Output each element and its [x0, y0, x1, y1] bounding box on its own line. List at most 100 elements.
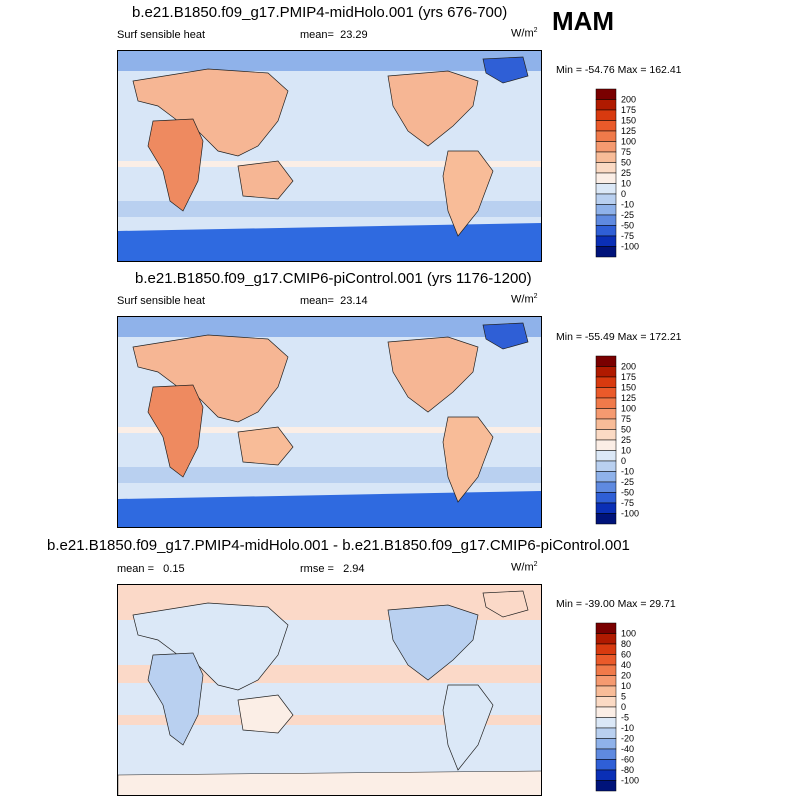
- panel1-colorbar-tick-label: 150: [621, 116, 636, 126]
- panel1-colorbar-tick-label: 200: [621, 95, 636, 105]
- panel1-colorbar-box: [595, 193, 617, 205]
- panel1-antarctica: [118, 223, 541, 261]
- panel1-colorbar-tick-label: -75: [621, 231, 634, 241]
- panel1-africa: [147, 118, 204, 212]
- panel2-colorbar-tick-label: 100: [621, 404, 636, 414]
- panel2-colorbar-tick-label: 200: [621, 362, 636, 372]
- panel1-colorbar-tick-label: 50: [621, 158, 631, 168]
- panel1-colorbar-tick-label: -50: [621, 221, 634, 231]
- panel3-colorbar-tick-label: 10: [621, 681, 631, 691]
- panel3-colorbar-tick-label: 100: [621, 629, 636, 639]
- panel2-colorbar-tick-label: 75: [621, 414, 631, 424]
- panel1-colorbar-tick-label: 0: [621, 189, 626, 199]
- panel3-colorbar-box: [595, 633, 617, 645]
- panel3-colorbar-tick-label: 5: [621, 692, 626, 702]
- panel3-units-exp: 2: [533, 561, 538, 568]
- panel1-mean-value: 23.29: [340, 29, 368, 41]
- panel1-colorbar-tick-label: 125: [621, 126, 636, 136]
- panel1-title: b.e21.B1850.f09_g17.PMIP4-midHolo.001 (y…: [132, 4, 508, 21]
- panel3-colorbar-box: [595, 664, 617, 676]
- panel3-colorbar-box: [595, 675, 617, 687]
- panel2-colorbar-tick-label: -50: [621, 488, 634, 498]
- panel1-colorbar-tick-label: -100: [621, 242, 639, 252]
- panel3-title: b.e21.B1850.f09_g17.PMIP4-midHolo.001 - …: [47, 537, 630, 554]
- panel1-south-america: [442, 150, 494, 237]
- panel2-colorbar-tick-label: -100: [621, 509, 639, 519]
- panel1-australia: [237, 160, 294, 200]
- panel3-south-band: [118, 715, 541, 725]
- panel1-arctic-band: [118, 51, 541, 71]
- panel3-colorbar: 100 80 60 40 20 10 5 0 -5 -10 -20 -40 -60 -80 -100: [595, 622, 639, 793]
- panel3-colorbar-box: [595, 769, 617, 781]
- panel2-mean-value: 23.14: [340, 295, 368, 307]
- panel2-colorbar-box: [595, 366, 617, 378]
- panel3-colorbar-tick-label: 80: [621, 639, 631, 649]
- panel3-colorbar-box: [595, 727, 617, 739]
- panel3-rmse-label: rmse =: [300, 563, 334, 575]
- panel1-variable: Surf sensible heat: [117, 29, 206, 41]
- panel3-colorbar-tick-label: -10: [621, 723, 634, 733]
- panel3-eurasia: [132, 602, 289, 691]
- panel2-north-america: [387, 336, 479, 413]
- panel3-colorbar-box: [595, 748, 617, 760]
- panel3-colorbar-box: [595, 643, 617, 655]
- panel1-colorbar-box: [595, 225, 617, 237]
- panel3-colorbar-box: [595, 759, 617, 771]
- panel3-colorbar-box: [595, 622, 617, 634]
- panel3-map-svg: [118, 585, 541, 795]
- panel1-colorbar-box: [595, 235, 617, 247]
- panel2-variable: Surf sensible heat: [117, 295, 206, 307]
- panel3-antarctica: [118, 770, 541, 795]
- panel2-colorbar-tick-label: -10: [621, 467, 634, 477]
- panel1-mean-label: mean=: [300, 29, 334, 41]
- panel1-south-band: [118, 201, 541, 217]
- panel1-colorbar-box: [595, 151, 617, 163]
- panel2-mean: mean= 23.14: [300, 295, 368, 307]
- panel2-colorbar-box: [595, 502, 617, 514]
- panel3-south-america: [442, 684, 494, 771]
- panel1-eurasia: [132, 68, 289, 157]
- panel2-colorbar-tick-label: 175: [621, 372, 636, 382]
- panel3-mean-label: mean =: [117, 563, 154, 575]
- panel1-colorbar-box: [595, 120, 617, 132]
- panel1-greenland: [482, 56, 529, 84]
- panel2-south-america: [442, 416, 494, 503]
- panel2-colorbar-box: [595, 376, 617, 388]
- panel2-map-svg: [118, 317, 541, 527]
- panel2-antarctica: [118, 491, 541, 527]
- panel3-colorbar-tick-label: -20: [621, 734, 634, 744]
- panel3-colorbar-tick-label: -5: [621, 713, 629, 723]
- panel2-minmax: Min = -55.49 Max = 172.21: [556, 331, 682, 343]
- panel2-colorbar-tick-label: 10: [621, 446, 631, 456]
- panel2-greenland: [482, 322, 529, 350]
- panel1-colorbar-tick-label: 100: [621, 137, 636, 147]
- panel2-arctic-band: [118, 317, 541, 337]
- panel3-colorbar-tick-label: 0: [621, 702, 626, 712]
- panel1-colorbar-box: [595, 130, 617, 142]
- panel3-colorbar-tick-label: 40: [621, 660, 631, 670]
- panel1-colorbar-tick-label: -25: [621, 210, 634, 220]
- panel1-colorbar-tick-label: 25: [621, 168, 631, 178]
- panel2-colorbar-tick-label: -25: [621, 477, 634, 487]
- panel3-rmse: rmse = 2.94: [300, 563, 365, 575]
- panel2-eurasia: [132, 334, 289, 423]
- panel1-colorbar-box: [595, 246, 617, 258]
- panel1-colorbar-box: [595, 214, 617, 226]
- panel3-africa: [147, 652, 204, 746]
- panel1-mean: mean= 23.29: [300, 29, 368, 41]
- panel3-units: W/m2: [511, 561, 538, 574]
- panel1-minmax: Min = -54.76 Max = 162.41: [556, 64, 682, 76]
- panel2-colorbar-box: [595, 481, 617, 493]
- panel3-colorbar-tick-label: -100: [621, 776, 639, 786]
- panel1-colorbar-box: [595, 204, 617, 216]
- panel2-colorbar-tick-label: 0: [621, 456, 626, 466]
- panel3-colorbar-box: [595, 706, 617, 718]
- panel3-colorbar-tick-label: 20: [621, 671, 631, 681]
- panel1-colorbar-box: [595, 88, 617, 100]
- panel2-colorbar-tick-label: -75: [621, 498, 634, 508]
- panel2-australia: [237, 426, 294, 466]
- panel2-units-text: W/m: [511, 293, 534, 306]
